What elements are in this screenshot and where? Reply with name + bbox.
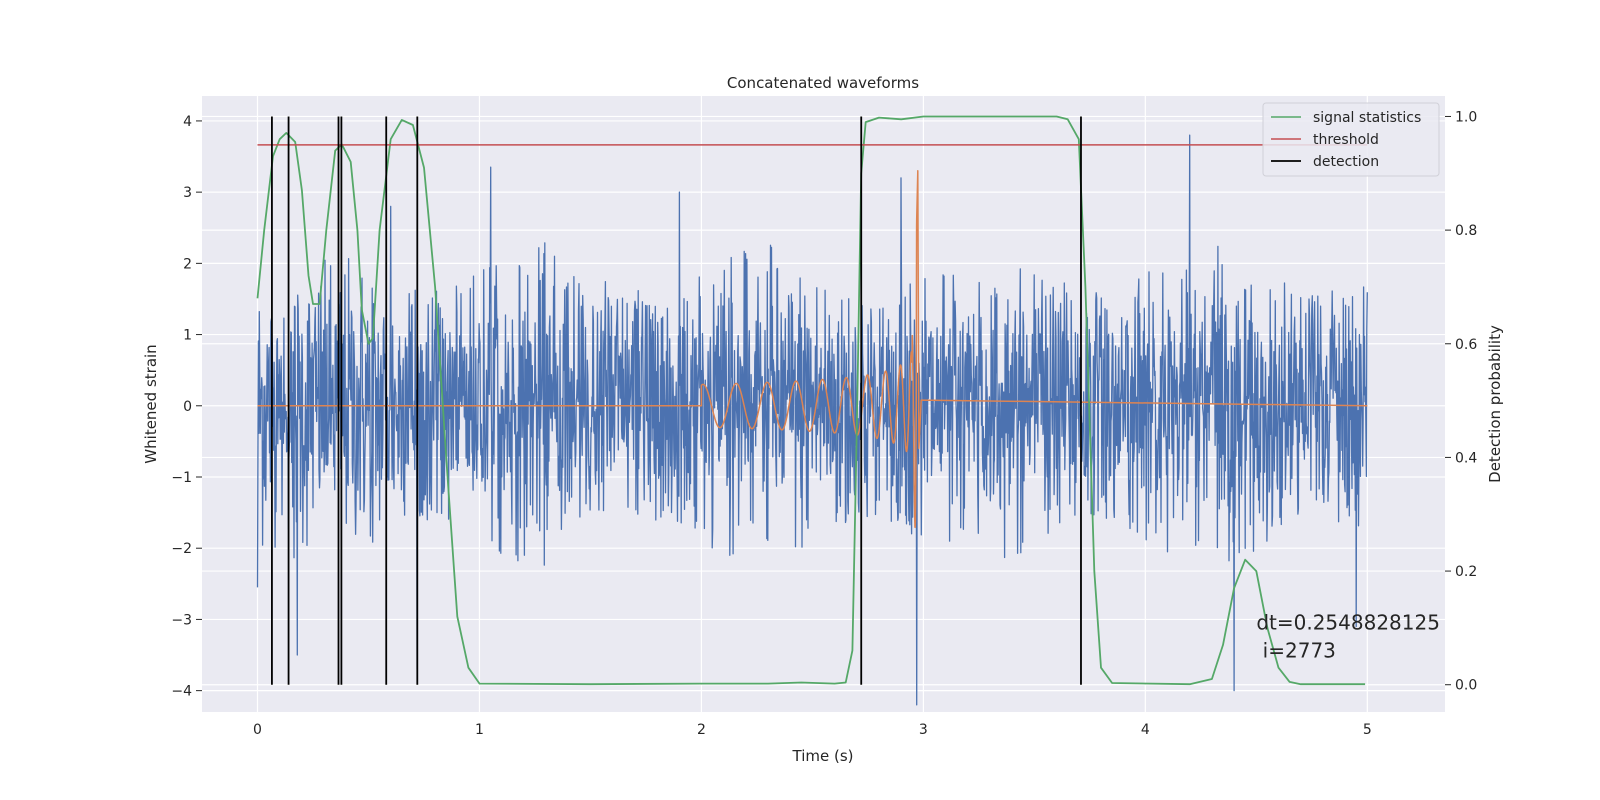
x-axis-label: Time (s): [792, 747, 854, 765]
chart-title: Concatenated waveforms: [727, 74, 919, 92]
y2-tick-label: 0.8: [1455, 223, 1477, 239]
x-tick-label: 3: [919, 722, 928, 738]
strain-series: [256, 134, 1368, 706]
y-tick-label: −4: [171, 684, 192, 700]
x-tick-label: 4: [1141, 722, 1150, 738]
legend-box: [1262, 102, 1440, 177]
y-tick-label: −2: [171, 541, 192, 557]
signal-statistics-series: [256, 115, 1366, 686]
y-tick-label: −1: [171, 470, 192, 486]
y2-tick-label: 0.2: [1455, 564, 1477, 580]
y-tick-label: 2: [183, 256, 192, 272]
y-tick-label: 1: [183, 328, 192, 344]
y2-tick-label: 0.0: [1455, 678, 1477, 694]
y2-tick-label: 0.6: [1455, 337, 1477, 353]
plot-content: [256, 115, 1368, 706]
y-tick-label: 4: [183, 114, 192, 130]
x-tick-label: 2: [697, 722, 706, 738]
annotation-dt: dt=0.2548828125: [1256, 610, 1440, 634]
y-axis-label: Whitened strain: [142, 344, 160, 463]
x-tick-label: 5: [1363, 722, 1372, 738]
legend-label-threshold: threshold: [1313, 132, 1379, 148]
x-tick-label: 1: [475, 722, 484, 738]
grid-lines: [202, 96, 1445, 712]
y-tick-label: 0: [183, 399, 192, 415]
legend-label-detection: detection: [1313, 154, 1379, 170]
injection-series: [257, 170, 1368, 529]
legend: signal statistics threshold detection: [1262, 102, 1440, 177]
y-tick-label: −3: [171, 612, 192, 628]
axes: 0 1 2 3 4 5 4 3 2 1 0 −1 −2 −3 −4 1.0 0.8 0.6 0.4 0.2 0.0: [171, 109, 1477, 738]
annotation-index: i=2773: [1256, 638, 1336, 662]
x-tick-label: 0: [253, 722, 262, 738]
y2-tick-label: 0.4: [1455, 450, 1477, 466]
legend-label-signal-statistics: signal statistics: [1313, 110, 1421, 126]
y2-tick-label: 1.0: [1455, 109, 1477, 125]
y2-axis-label: Detection probability: [1486, 325, 1504, 483]
y-tick-label: 3: [183, 185, 192, 201]
